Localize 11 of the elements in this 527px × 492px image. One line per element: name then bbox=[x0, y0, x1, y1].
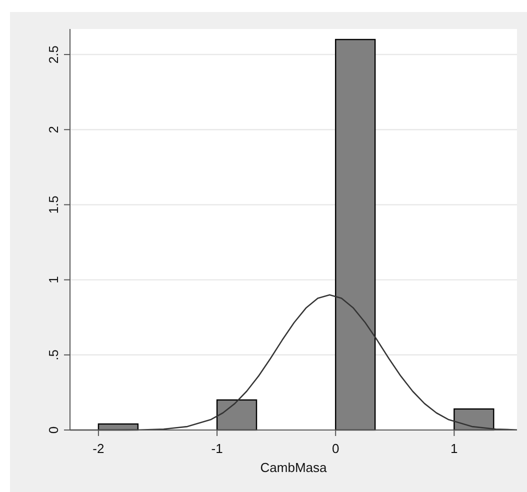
x-axis-title: CambMasa bbox=[260, 460, 328, 475]
x-tick-label: 1 bbox=[450, 441, 458, 456]
y-tick-label: .5 bbox=[46, 349, 61, 360]
y-tick-label: 1 bbox=[46, 276, 61, 284]
y-tick-label: 0 bbox=[46, 426, 61, 434]
y-tick-label: 1.5 bbox=[46, 196, 61, 214]
x-tick-label: -1 bbox=[211, 441, 223, 456]
y-tick-label: 2 bbox=[46, 126, 61, 134]
y-tick-label: 2.5 bbox=[46, 45, 61, 64]
x-tick-label: 0 bbox=[332, 441, 340, 456]
x-tick-label: -2 bbox=[92, 441, 104, 456]
